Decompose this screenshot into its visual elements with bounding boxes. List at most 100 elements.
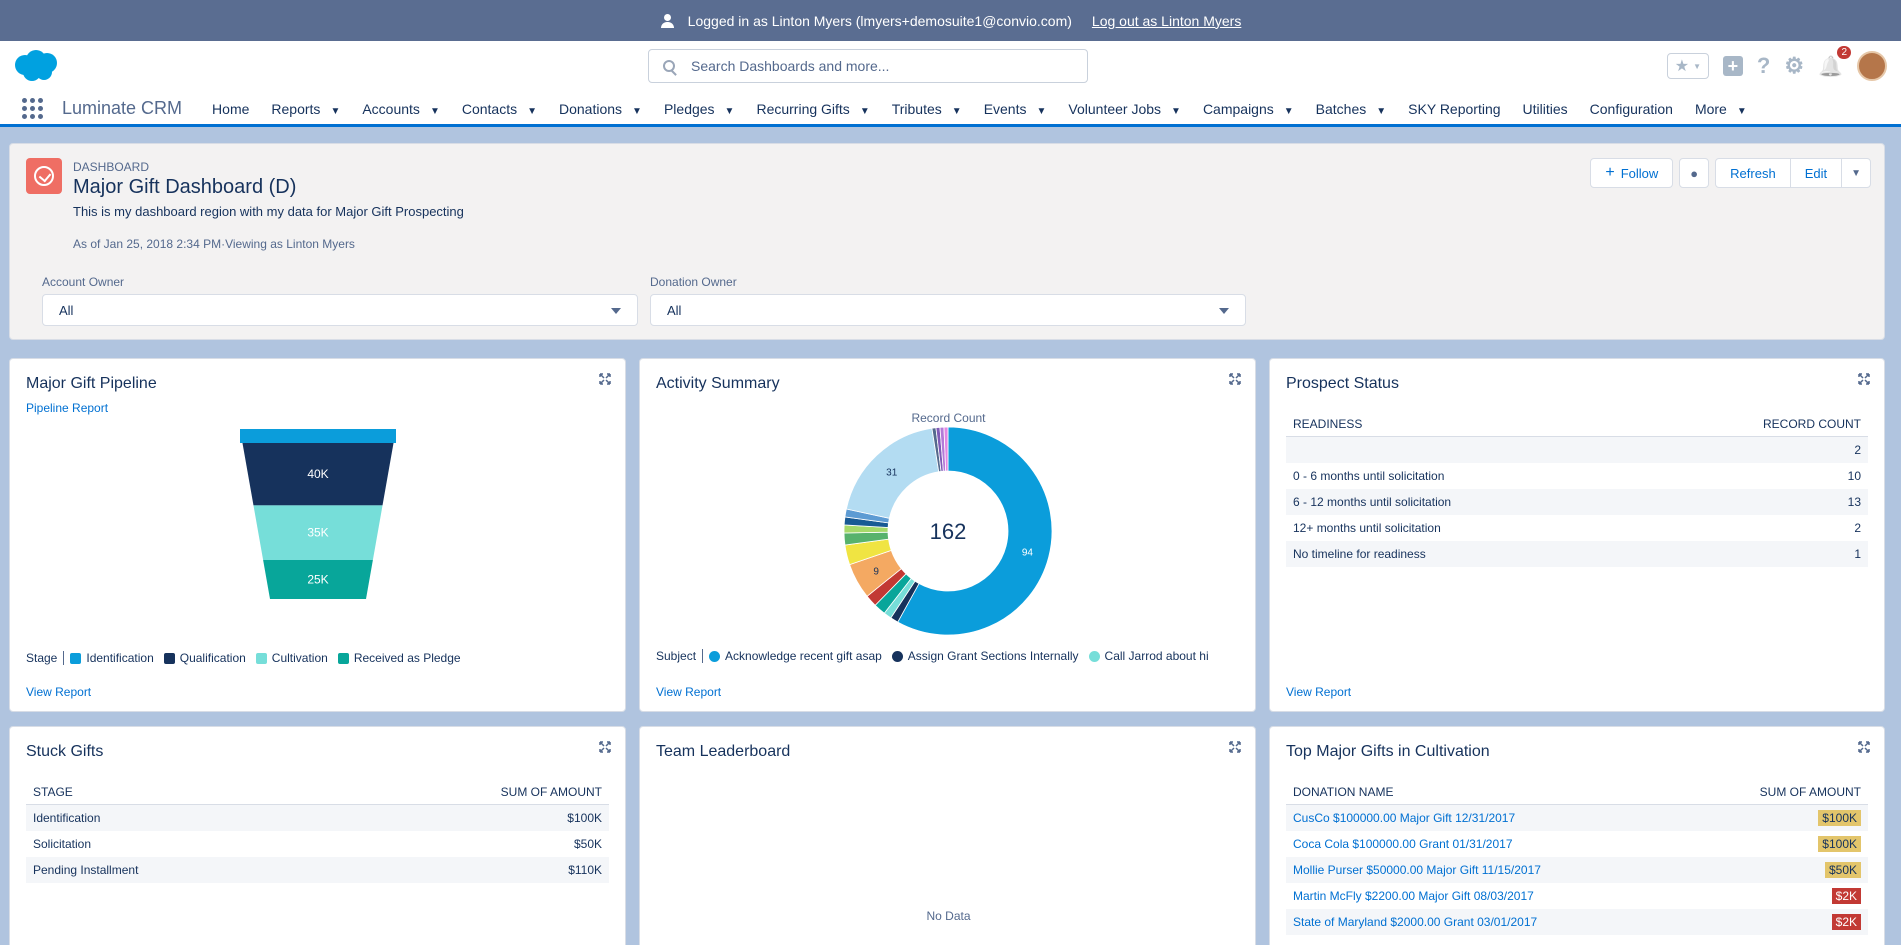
legend-swatch <box>163 652 175 664</box>
logged-in-text: Logged in as Linton Myers (lmyers+demosu… <box>687 12 1072 29</box>
chevron-down-icon[interactable]: ▼ <box>1376 105 1387 117</box>
row-value: $2K <box>1831 914 1861 930</box>
global-actions-plus-icon[interactable]: + <box>1722 56 1743 76</box>
row-label[interactable]: Coca Cola $100000.00 Grant 01/31/2017 <box>1293 837 1513 851</box>
view-report-link[interactable]: View Report <box>656 685 722 699</box>
subscribe-button[interactable]: ● <box>1679 158 1710 188</box>
nav-item[interactable]: Utilities <box>1523 101 1568 117</box>
row-label: No timeline for readiness <box>1293 547 1426 561</box>
chevron-down-icon[interactable]: ▼ <box>724 105 735 117</box>
chevron-down-icon[interactable]: ▼ <box>951 105 962 117</box>
chevron-down-icon[interactable]: ▼ <box>1036 105 1047 117</box>
nav-item[interactable]: More ▼ <box>1695 101 1747 117</box>
table-row[interactable]: State of Maryland $2000.00 Grant 03/01/2… <box>1286 909 1868 935</box>
donation-owner-select[interactable]: All <box>650 294 1246 326</box>
donut-label: 9 <box>873 567 879 578</box>
nav-item[interactable]: Tributes ▼ <box>892 101 962 117</box>
expand-icon[interactable] <box>1229 373 1241 385</box>
gear-icon[interactable]: ⚙ <box>1784 53 1805 78</box>
nav-item[interactable]: Reports ▼ <box>271 101 340 117</box>
nav-item[interactable]: Batches ▼ <box>1316 101 1387 117</box>
donut-label: 94 <box>1022 547 1034 558</box>
nav-item[interactable]: Configuration <box>1590 101 1673 117</box>
table-header: READINESS RECORD COUNT <box>1286 411 1868 437</box>
donation-owner-value: All <box>667 302 682 318</box>
nav-item[interactable]: SKY Reporting <box>1408 101 1500 117</box>
nav-item[interactable]: Volunteer Jobs ▼ <box>1068 101 1181 117</box>
table-row[interactable]: Coca Cola $100000.00 Grant 01/31/2017 $10… <box>1286 831 1868 857</box>
nav-item[interactable]: Campaigns ▼ <box>1203 101 1294 117</box>
funnel-segment <box>242 443 394 506</box>
star-icon: ★ <box>1674 58 1690 75</box>
global-search-input[interactable]: Search Dashboards and more... <box>648 49 1088 83</box>
chevron-down-icon[interactable]: ▼ <box>429 105 440 117</box>
expand-icon[interactable] <box>1229 741 1241 753</box>
chevron-down-icon: ▼ <box>1693 61 1702 71</box>
row-label: 6 - 12 months until solicitation <box>1293 495 1452 509</box>
chevron-down-icon[interactable]: ▼ <box>859 105 870 117</box>
expand-icon[interactable] <box>599 373 611 385</box>
nav-item[interactable]: Home <box>212 101 249 117</box>
edit-button[interactable]: Edit <box>1791 159 1843 187</box>
row-label[interactable]: CusCo $100000.00 Major Gift 12/31/2017 <box>1293 811 1516 825</box>
chevron-down-icon[interactable]: ▼ <box>330 105 341 117</box>
column-header: DONATION NAME <box>1293 784 1394 799</box>
row-value: 2 <box>1854 443 1861 457</box>
expand-icon[interactable] <box>1858 741 1870 753</box>
dashboard-header: DASHBOARD Major Gift Dashboard (D) This … <box>9 143 1885 340</box>
more-actions-button[interactable]: ▼ <box>1842 159 1870 187</box>
dashboard-actions-group: Refresh Edit ▼ <box>1715 158 1871 188</box>
nav-item[interactable]: Contacts ▼ <box>462 101 537 117</box>
expand-icon[interactable] <box>599 741 611 753</box>
account-owner-select[interactable]: All <box>42 294 638 326</box>
help-icon[interactable]: ? <box>1756 53 1771 78</box>
activity-card: Activity Summary Record Count 94 9 31 162 S… <box>639 358 1256 712</box>
nav-item[interactable]: Events ▼ <box>984 101 1047 117</box>
donut-subtitle: Record Count <box>911 411 986 425</box>
leaderboard-card: Team Leaderboard No Data <box>639 726 1256 945</box>
view-report-link[interactable]: View Report <box>1286 685 1352 699</box>
no-data-text: No Data <box>926 909 971 923</box>
chevron-down-icon[interactable]: ▼ <box>1736 105 1747 117</box>
logout-link[interactable]: Log out as Linton Myers <box>1091 12 1242 29</box>
global-header: Search Dashboards and more... ★ ▼ + ? ⚙ … <box>0 41 1901 93</box>
card-title: Top Major Gifts in Cultivation <box>1286 743 1490 760</box>
chevron-down-icon <box>1219 308 1229 314</box>
chat-icon: ● <box>1690 165 1699 181</box>
nav-item[interactable]: Recurring Gifts ▼ <box>756 101 869 117</box>
row-label[interactable]: Mollie Purser $50000.00 Major Gift 11/15… <box>1293 863 1541 877</box>
chevron-down-icon[interactable]: ▼ <box>1283 105 1294 117</box>
row-label[interactable]: State of Maryland $2000.00 Grant 03/01/2… <box>1293 915 1538 929</box>
user-icon <box>660 13 674 28</box>
refresh-button[interactable]: Refresh <box>1716 159 1791 187</box>
nav-item[interactable]: Donations ▼ <box>559 101 642 117</box>
table-row: 12+ months until solicitation 2 <box>1286 515 1868 541</box>
app-launcher-icon[interactable] <box>22 97 44 120</box>
donut-chart: 94 9 31 162 <box>843 426 1053 636</box>
nav-item[interactable]: Accounts ▼ <box>362 101 440 117</box>
row-label[interactable]: Martin McFly $2200.00 Major Gift 08/03/2… <box>1293 889 1534 903</box>
view-report-link[interactable]: View Report <box>26 685 92 699</box>
user-avatar[interactable] <box>1857 51 1887 81</box>
pipeline-report-link[interactable]: Pipeline Report <box>26 401 109 415</box>
nav-item[interactable]: Pledges ▼ <box>664 101 735 117</box>
plus-icon: + <box>1605 164 1615 181</box>
chevron-down-icon[interactable]: ▼ <box>527 105 537 117</box>
expand-icon[interactable] <box>1858 373 1870 385</box>
table-row: Solicitation $50K <box>26 831 609 857</box>
table-row[interactable]: Martin McFly $2200.00 Major Gift 08/03/2… <box>1286 883 1868 909</box>
chevron-down-icon[interactable]: ▼ <box>632 105 642 117</box>
salesforce-cloud-icon[interactable] <box>12 49 60 83</box>
column-header: SUM OF AMOUNT <box>500 784 602 799</box>
table-row[interactable]: CusCo $100000.00 Major Gift 12/31/2017 $1… <box>1286 805 1868 831</box>
notifications-bell-icon[interactable]: 🔔 2 <box>1818 45 1851 79</box>
chevron-down-icon[interactable]: ▼ <box>1171 105 1181 117</box>
dashboard-description: This is my dashboard region with my data… <box>73 204 464 219</box>
legend-label: Call Jarrod about hi <box>1104 649 1209 663</box>
card-title: Prospect Status <box>1286 375 1399 392</box>
prospect-table: READINESS RECORD COUNT 2 0 - 6 months unt… <box>1286 411 1868 567</box>
follow-label: Follow <box>1620 165 1659 181</box>
favorites-button[interactable]: ★ ▼ <box>1666 53 1709 79</box>
table-row[interactable]: Mollie Purser $50000.00 Major Gift 11/15… <box>1286 857 1868 883</box>
follow-button[interactable]: + Follow <box>1590 158 1674 188</box>
